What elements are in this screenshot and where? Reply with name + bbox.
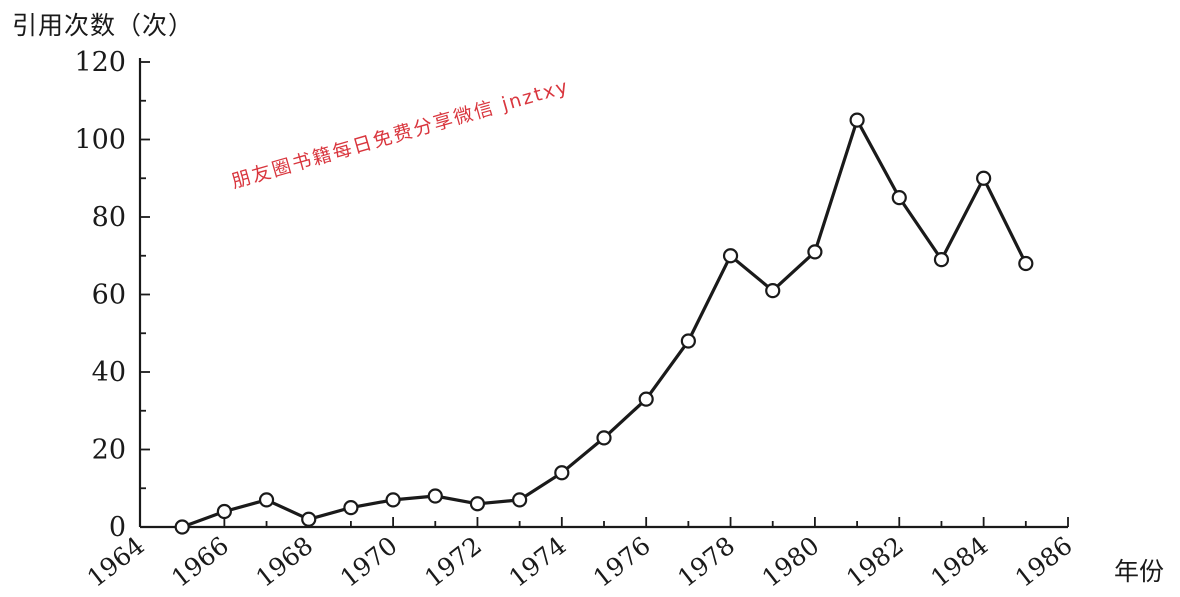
data-point [512,492,528,508]
data-point [765,283,781,299]
series-line-group [181,118,1028,529]
data-point [174,519,190,535]
data-point [849,112,865,128]
y-tick-label: 40 [92,357,126,388]
x-tick-label: 1968 [250,531,318,593]
x-tick-label: 1972 [419,531,487,593]
x-tick-label: 1984 [925,531,993,593]
data-point [976,170,992,186]
data-point [722,248,739,264]
data-point [301,511,317,527]
x-tick-label: 1970 [335,531,403,593]
data-point [216,503,232,520]
series-line [181,118,1028,529]
data-point [554,465,570,481]
y-tick-label: 60 [92,280,126,311]
x-tick-label: 1986 [1010,531,1078,593]
data-point [638,391,654,407]
y-tick-label: 120 [74,47,126,78]
y-axis-ticks: 0 20 40 60 80 100 120 [74,47,150,543]
x-tick-label: 1976 [588,531,656,593]
y-tick-label: 0 [109,512,126,543]
data-point [596,430,612,446]
data-point [1018,255,1034,272]
x-tick-label: 1980 [757,531,825,593]
data-points [174,112,1034,535]
y-tick-label: 100 [74,125,126,156]
data-point [933,252,950,268]
x-axis-label: 年份 [1114,557,1165,586]
chart-axes [138,58,1068,529]
data-point [680,333,696,349]
data-point [469,496,486,512]
y-tick-label: 20 [92,435,126,466]
x-tick-label: 1982 [841,531,909,593]
data-point [807,244,823,260]
x-tick-label: 1966 [166,531,234,593]
data-point [427,488,443,504]
y-tick-label: 80 [92,202,126,233]
data-point [385,492,401,508]
x-axis-ticks: 1964 1966 1968 1970 1972 1974 1976 1978 1980 1982… [82,517,1078,593]
x-tick-label: 1974 [504,531,572,593]
x-tick-label: 1978 [672,531,740,593]
data-point [258,492,275,508]
data-point [343,500,359,516]
data-point [891,190,907,206]
y-axis-label: 引用次数（次） [12,11,195,40]
